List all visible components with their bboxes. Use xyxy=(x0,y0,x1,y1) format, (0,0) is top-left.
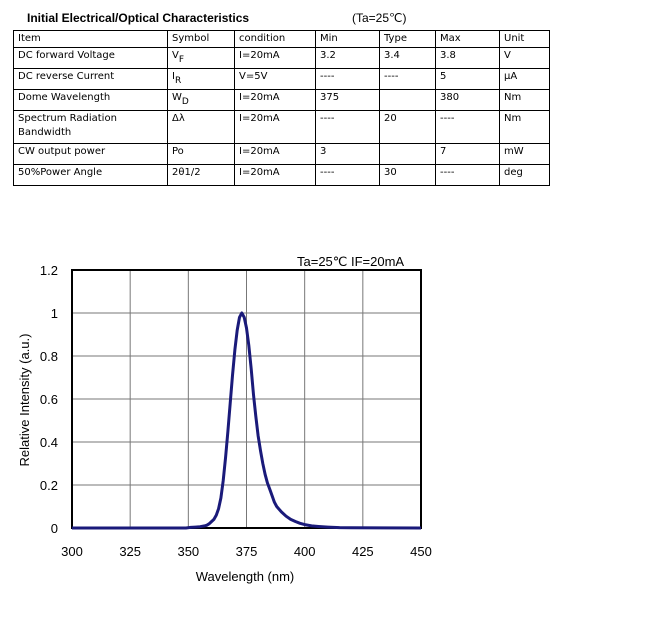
cell-unit: deg xyxy=(499,164,550,186)
test-condition: (Ta=25℃) xyxy=(352,11,407,25)
symbol-main: W xyxy=(172,92,182,103)
cell-item: 50%Power Angle xyxy=(13,164,168,186)
cell-condition: I=20mA xyxy=(234,110,316,144)
y-tick-label: 0.4 xyxy=(40,435,58,450)
symbol-sub: F xyxy=(178,55,185,65)
x-axis-label: Wavelength (nm) xyxy=(196,569,295,584)
chart-grid xyxy=(72,270,421,528)
table-header-row: Item Symbol condition Min Type Max Unit xyxy=(13,30,550,48)
x-tick-label: 450 xyxy=(410,544,432,559)
x-tick-label: 425 xyxy=(352,544,374,559)
spectrum-curve xyxy=(72,311,422,530)
chart-annotation: Ta=25℃ IF=20mA xyxy=(297,254,404,269)
y-axis-ticks: 0 0.2 0.4 0.6 0.8 1 1.2 xyxy=(40,263,58,536)
page-title: Initial Electrical/Optical Characteristi… xyxy=(27,11,250,25)
symbol-main: V xyxy=(172,50,179,61)
symbol-main: Po xyxy=(172,146,184,157)
y-tick-label: 0.2 xyxy=(40,478,58,493)
x-tick-label: 350 xyxy=(177,544,199,559)
cell-max: ---- xyxy=(435,110,500,144)
y-axis-label: Relative Intensity (a.u.) xyxy=(17,334,32,467)
symbol-main: Δλ xyxy=(172,113,185,124)
characteristics-table: Item Symbol condition Min Type Max Unit … xyxy=(13,30,550,186)
cell-type: 30 xyxy=(379,164,436,186)
y-tick-label: 0.8 xyxy=(40,349,58,364)
symbol-main: 2θ1/2 xyxy=(172,167,201,178)
cell-unit: Nm xyxy=(499,110,550,144)
y-tick-label: 1.2 xyxy=(40,263,58,278)
x-tick-label: 300 xyxy=(61,544,83,559)
y-tick-label: 0.6 xyxy=(40,392,58,407)
table-row: 50%Power Angle 2θ1/2 I=20mA ---- 30 ----… xyxy=(13,164,550,186)
x-tick-label: 325 xyxy=(119,544,141,559)
x-tick-label: 400 xyxy=(294,544,316,559)
cell-symbol: 2θ1/2 xyxy=(167,164,235,186)
y-tick-label: 1 xyxy=(51,306,58,321)
x-tick-label: 375 xyxy=(236,544,258,559)
symbol-sub: R xyxy=(174,76,182,86)
plot-frame xyxy=(71,269,422,529)
symbol-main: I xyxy=(172,71,175,82)
symbol-sub: D xyxy=(181,97,189,107)
table-row: DC reverse Current IR V=5V ---- ---- 5 μ… xyxy=(13,68,550,90)
y-tick-label: 0 xyxy=(51,521,58,536)
x-axis-ticks: 300 325 350 375 400 425 450 xyxy=(61,544,432,559)
